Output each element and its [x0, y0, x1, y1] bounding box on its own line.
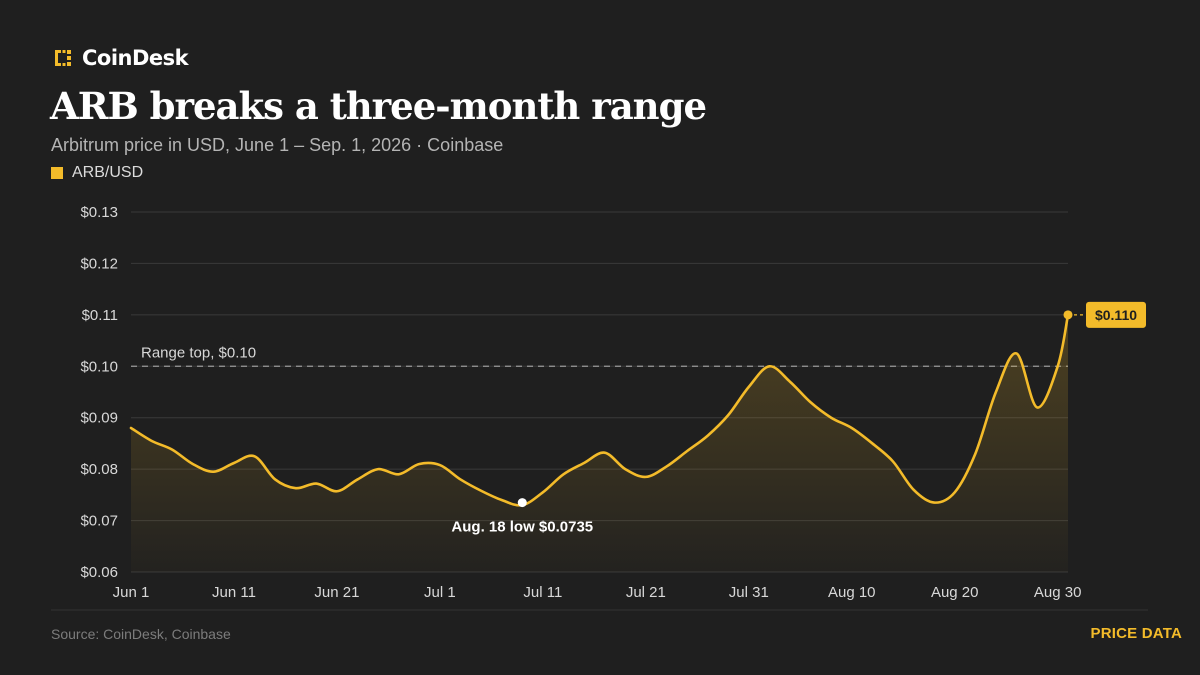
x-tick-label: Aug 10 [828, 584, 876, 601]
legend-label: ARB/USD [72, 164, 144, 181]
x-tick-label: Jul 11 [523, 584, 562, 601]
brand-logo: CoinDesk [51, 46, 189, 70]
y-tick-label: $0.06 [80, 564, 118, 581]
x-tick-label: Aug 20 [931, 584, 979, 601]
y-tick-label: $0.11 [82, 307, 118, 324]
x-tick-label: Jul 31 [729, 584, 769, 601]
end-value-label: $0.110 [1095, 307, 1137, 323]
chart-legend: ARB/USD [51, 164, 143, 182]
y-tick-label: $0.10 [80, 358, 118, 375]
reference-line-label: Range top, $0.10 [141, 344, 256, 361]
x-tick-label: Jul 1 [424, 584, 456, 601]
legend-swatch [51, 167, 63, 179]
annotation-point [517, 498, 527, 508]
y-tick-label: $0.08 [80, 461, 118, 478]
annotation-label: Aug. 18 low $0.0735 [451, 519, 593, 536]
series-line [129, 313, 1070, 507]
footer-source: Source: CoinDesk, Coinbase [51, 626, 231, 642]
chart-title: ARB breaks a three-month range [50, 84, 707, 128]
y-tick-label: $0.09 [80, 410, 118, 427]
y-tick-label: $0.13 [80, 204, 118, 221]
x-tick-label: Jun 1 [113, 584, 150, 601]
footer-tag: PRICE DATA [1090, 625, 1182, 642]
end-point [1063, 310, 1073, 320]
y-tick-label: $0.07 [80, 513, 118, 530]
series-area [131, 314, 1068, 572]
x-tick-label: Jul 21 [626, 584, 666, 601]
brand-name: CoinDesk [82, 46, 189, 70]
x-tick-label: Jun 11 [212, 584, 256, 601]
y-tick-label: $0.12 [80, 255, 118, 272]
x-tick-label: Aug 30 [1034, 584, 1082, 601]
end-value-badge [1086, 301, 1146, 328]
x-tick-label: Jun 21 [314, 584, 359, 601]
chart-subtitle: Arbitrum price in USD, June 1 – Sep. 1, … [51, 135, 504, 155]
coindesk-logo-icon [55, 50, 71, 66]
